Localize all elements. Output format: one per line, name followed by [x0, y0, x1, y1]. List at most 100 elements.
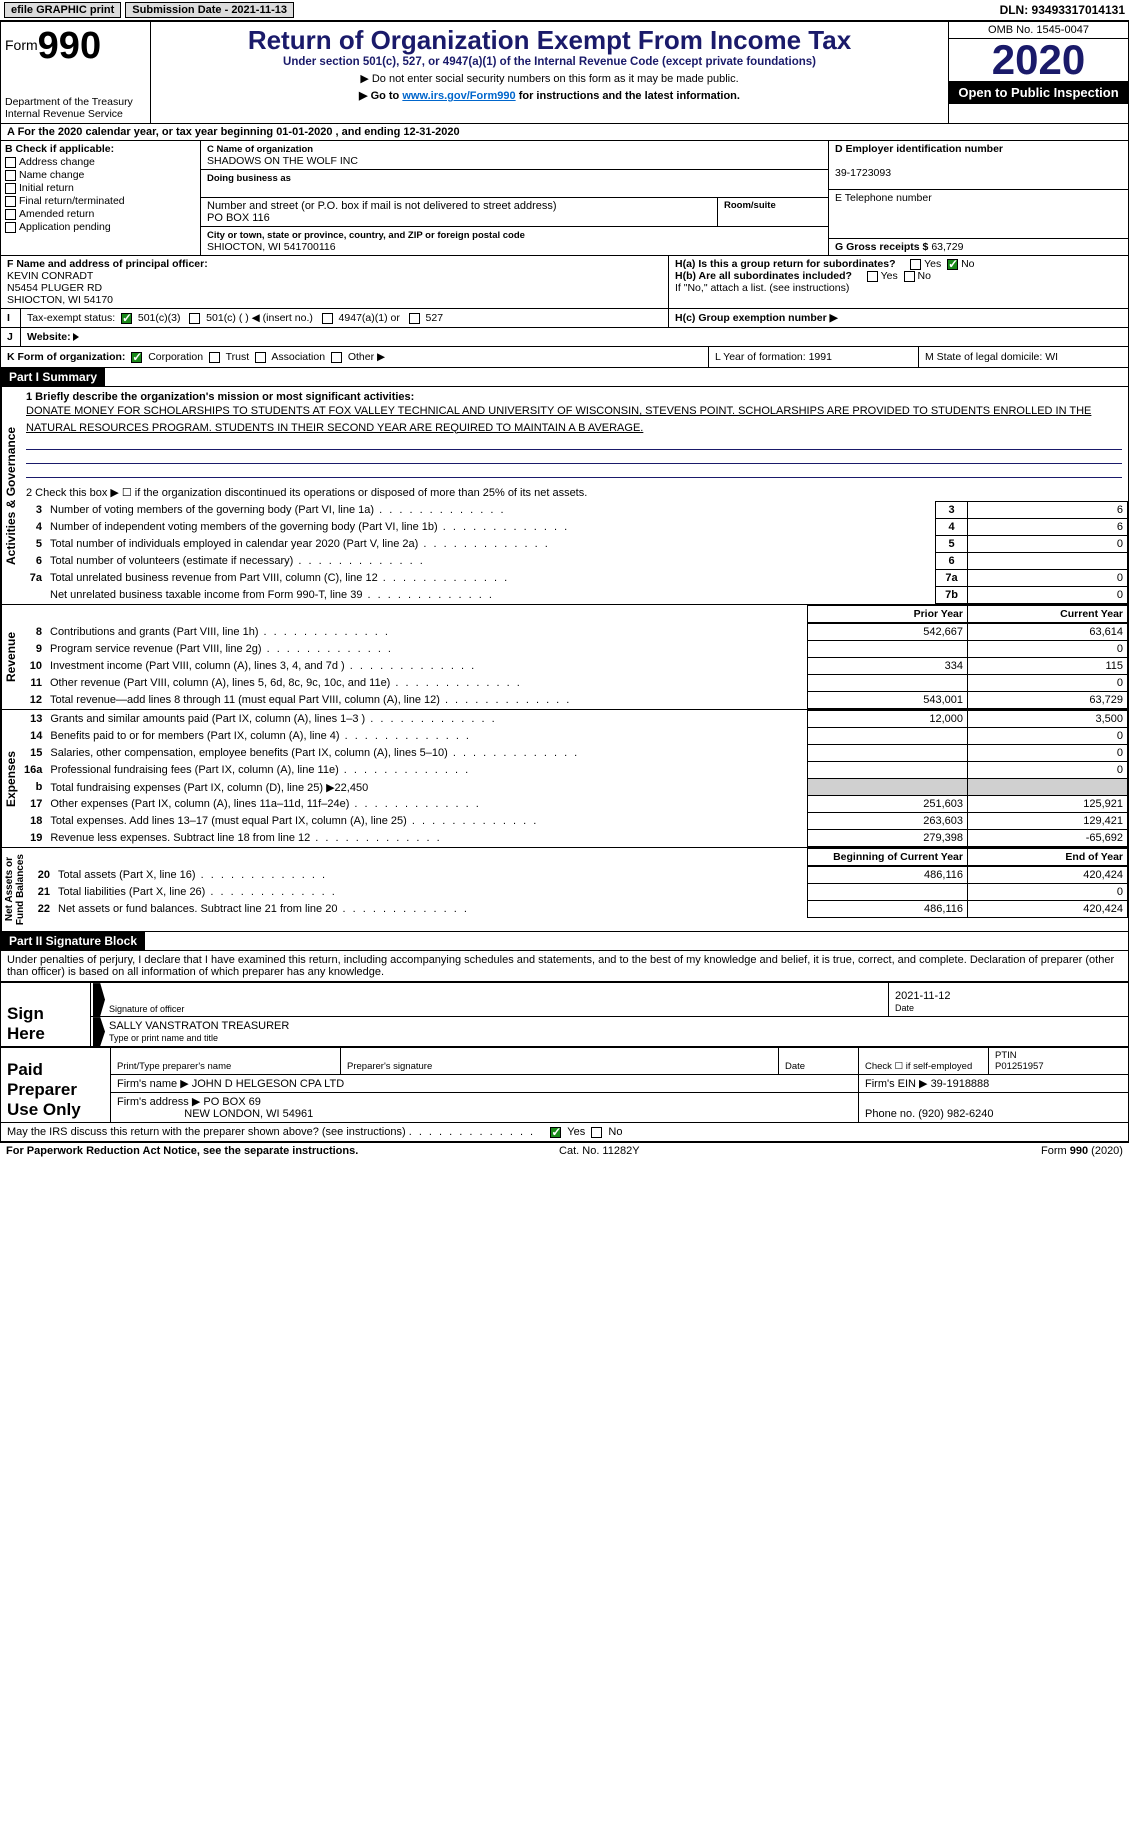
website-row: J Website: [0, 328, 1129, 347]
officer-addr1: N5454 PLUGER RD [7, 282, 102, 294]
note2-pre: ▶ Go to [359, 90, 402, 102]
box-b: B Check if applicable: Address change Na… [1, 141, 201, 255]
footer-left: For Paperwork Reduction Act Notice, see … [6, 1145, 358, 1157]
gross-value: 63,729 [931, 241, 963, 253]
box-c: C Name of organization SHADOWS ON THE WO… [201, 141, 828, 255]
prep-name-lbl: Print/Type preparer's name [111, 1048, 341, 1075]
cb-amended[interactable]: Amended return [5, 208, 196, 220]
ptin-lbl: PTIN [995, 1050, 1017, 1061]
discuss-yes[interactable] [550, 1127, 561, 1138]
hb-no[interactable] [904, 271, 915, 282]
k-lbl: K Form of organization: [7, 351, 125, 363]
part2-hdr: Part II Signature Block [1, 932, 145, 950]
vlabel-expenses: Expenses [1, 710, 20, 847]
discuss-row: May the IRS discuss this return with the… [0, 1123, 1129, 1142]
exp-table: 13Grants and similar amounts paid (Part … [20, 710, 1128, 847]
cb-address-change[interactable]: Address change [5, 156, 196, 168]
col-beg: Beginning of Current Year [808, 849, 968, 866]
box-h: H(a) Is this a group return for subordin… [668, 256, 1128, 308]
table-row: 21Total liabilities (Part X, line 26)0 [28, 884, 1128, 901]
cb-501c[interactable] [189, 313, 200, 324]
sign-here-table: Sign Here Signature of officer 2021-11-1… [0, 982, 1129, 1047]
vlabel-revenue: Revenue [1, 605, 20, 709]
ha-yes[interactable] [910, 259, 921, 270]
ein-lbl: D Employer identification number [835, 143, 1003, 155]
vlabel-governance: Activities & Governance [1, 387, 20, 604]
revenue-section: Revenue Prior YearCurrent Year 8Contribu… [0, 605, 1129, 710]
col-curr: Current Year [968, 606, 1128, 623]
discuss-no[interactable] [591, 1127, 602, 1138]
table-row: 3Number of voting members of the governi… [20, 502, 1128, 519]
phone-val: (920) 982-6240 [918, 1108, 993, 1120]
table-row: 14Benefits paid to or for members (Part … [20, 728, 1128, 745]
na-table: Beginning of Current YearEnd of Year [28, 848, 1128, 866]
table-row: 11Other revenue (Part VIII, column (A), … [20, 675, 1128, 692]
table-row: Net unrelated business taxable income fr… [20, 587, 1128, 604]
vlabel-netassets: Net Assets or Fund Balances [1, 848, 28, 931]
table-row: 13Grants and similar amounts paid (Part … [20, 711, 1128, 728]
table-row: 6Total number of volunteers (estimate if… [20, 553, 1128, 570]
table-row: 19Revenue less expenses. Subtract line 1… [20, 830, 1128, 847]
ein-value: 39-1723093 [835, 167, 891, 179]
form-word: Form [5, 37, 38, 53]
tel-lbl: E Telephone number [835, 192, 932, 204]
cb-other[interactable] [331, 352, 342, 363]
addr-lbl: Number and street (or P.O. box if mail i… [207, 200, 557, 212]
box-d-e-g: D Employer identification number 39-1723… [828, 141, 1128, 255]
sig-declaration: Under penalties of perjury, I declare th… [0, 951, 1129, 982]
note2-post: for instructions and the latest informat… [516, 90, 740, 102]
cb-4947[interactable] [322, 313, 333, 324]
officer-typed-name: SALLY VANSTRATON TREASURER [109, 1020, 289, 1032]
hb-yes[interactable] [867, 271, 878, 282]
cb-501c3[interactable] [121, 313, 132, 324]
open-to-public: Open to Public Inspection [949, 81, 1128, 104]
firm-name: JOHN D HELGESON CPA LTD [192, 1078, 344, 1090]
table-row: 17Other expenses (Part IX, column (A), l… [20, 796, 1128, 813]
form-title: Return of Organization Exempt From Incom… [157, 25, 942, 56]
l1-lbl: 1 Briefly describe the organization's mi… [26, 391, 414, 403]
form-header: Form990 Department of the Treasury Inter… [0, 21, 1129, 124]
ssn-note: ▶ Do not enter social security numbers o… [157, 72, 942, 85]
table-row: 4Number of independent voting members of… [20, 519, 1128, 536]
top-bar: efile GRAPHIC print Submission Date - 20… [0, 0, 1129, 21]
officer-addr2: SHIOCTON, WI 54170 [7, 294, 113, 306]
city-lbl: City or town, state or province, country… [207, 230, 525, 241]
h-b: H(b) Are all subordinates included? [675, 270, 852, 282]
h-note: If "No," attach a list. (see instruction… [675, 282, 1122, 294]
arrow-icon [73, 333, 79, 341]
cb-trust[interactable] [209, 352, 220, 363]
dots [409, 1126, 535, 1138]
l2-text: 2 Check this box ▶ ☐ if the organization… [20, 484, 1128, 501]
table-row: 7aTotal unrelated business revenue from … [20, 570, 1128, 587]
dba-lbl: Doing business as [207, 173, 291, 184]
phone-lbl: Phone no. [865, 1108, 915, 1120]
form-number: Form990 [5, 25, 146, 68]
cb-527[interactable] [409, 313, 420, 324]
paid-preparer-table: Paid Preparer Use Only Print/Type prepar… [0, 1047, 1129, 1123]
header-mid: Return of Organization Exempt From Incom… [151, 22, 948, 123]
table-row: 5Total number of individuals employed in… [20, 536, 1128, 553]
c-name-lbl: C Name of organization [207, 144, 313, 155]
firm-addr: PO BOX 69 [203, 1096, 260, 1108]
discuss-text: May the IRS discuss this return with the… [7, 1126, 406, 1138]
ha-no[interactable] [947, 259, 958, 270]
date-lbl: Date [895, 1003, 914, 1013]
cb-initial-return[interactable]: Initial return [5, 182, 196, 194]
state-domicile: M State of legal domicile: WI [918, 347, 1128, 367]
part2-hdr-row: Part II Signature Block [0, 932, 1129, 951]
cb-corp[interactable] [131, 352, 142, 363]
box-b-hdr: B Check if applicable: [5, 143, 114, 155]
netassets-section: Net Assets or Fund Balances Beginning of… [0, 848, 1129, 932]
col-end: End of Year [968, 849, 1128, 866]
irs-link[interactable]: www.irs.gov/Form990 [402, 90, 515, 102]
part1-hdr-row: Part I Summary [0, 368, 1129, 387]
info-block: B Check if applicable: Address change Na… [0, 141, 1129, 256]
tax-year: 2020 [949, 39, 1128, 81]
firm-ein: 39-1918888 [931, 1078, 990, 1090]
cb-app-pending[interactable]: Application pending [5, 221, 196, 233]
k-l-m-row: K Form of organization: Corporation Trus… [0, 347, 1129, 368]
table-row: 22Net assets or fund balances. Subtract … [28, 901, 1128, 918]
cb-assoc[interactable] [255, 352, 266, 363]
cb-final-return[interactable]: Final return/terminated [5, 195, 196, 207]
cb-name-change[interactable]: Name change [5, 169, 196, 181]
